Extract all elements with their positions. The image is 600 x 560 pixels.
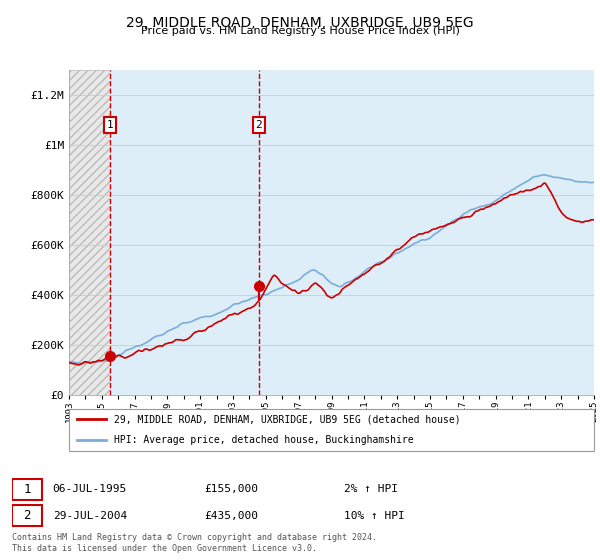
Text: 1: 1 <box>23 483 31 496</box>
FancyBboxPatch shape <box>12 479 42 500</box>
Text: 2: 2 <box>23 509 31 522</box>
Text: £155,000: £155,000 <box>204 484 258 494</box>
Text: 29, MIDDLE ROAD, DENHAM, UXBRIDGE, UB9 5EG: 29, MIDDLE ROAD, DENHAM, UXBRIDGE, UB9 5… <box>126 16 474 30</box>
Bar <box>69 70 110 395</box>
Bar <box>259 70 594 395</box>
Text: 1: 1 <box>107 120 113 130</box>
Text: Contains HM Land Registry data © Crown copyright and database right 2024.
This d: Contains HM Land Registry data © Crown c… <box>12 533 377 553</box>
Text: HPI: Average price, detached house, Buckinghamshire: HPI: Average price, detached house, Buck… <box>113 435 413 445</box>
Text: 29, MIDDLE ROAD, DENHAM, UXBRIDGE, UB9 5EG (detached house): 29, MIDDLE ROAD, DENHAM, UXBRIDGE, UB9 5… <box>113 414 460 424</box>
Text: 10% ↑ HPI: 10% ↑ HPI <box>344 511 404 521</box>
Text: 06-JUL-1995: 06-JUL-1995 <box>53 484 127 494</box>
Text: £435,000: £435,000 <box>204 511 258 521</box>
FancyBboxPatch shape <box>69 409 594 451</box>
Bar <box>110 70 259 395</box>
Text: 2: 2 <box>256 120 262 130</box>
FancyBboxPatch shape <box>12 505 42 526</box>
Text: Price paid vs. HM Land Registry's House Price Index (HPI): Price paid vs. HM Land Registry's House … <box>140 26 460 36</box>
Text: 29-JUL-2004: 29-JUL-2004 <box>53 511 127 521</box>
Bar <box>69 70 110 395</box>
Text: 2% ↑ HPI: 2% ↑ HPI <box>344 484 398 494</box>
